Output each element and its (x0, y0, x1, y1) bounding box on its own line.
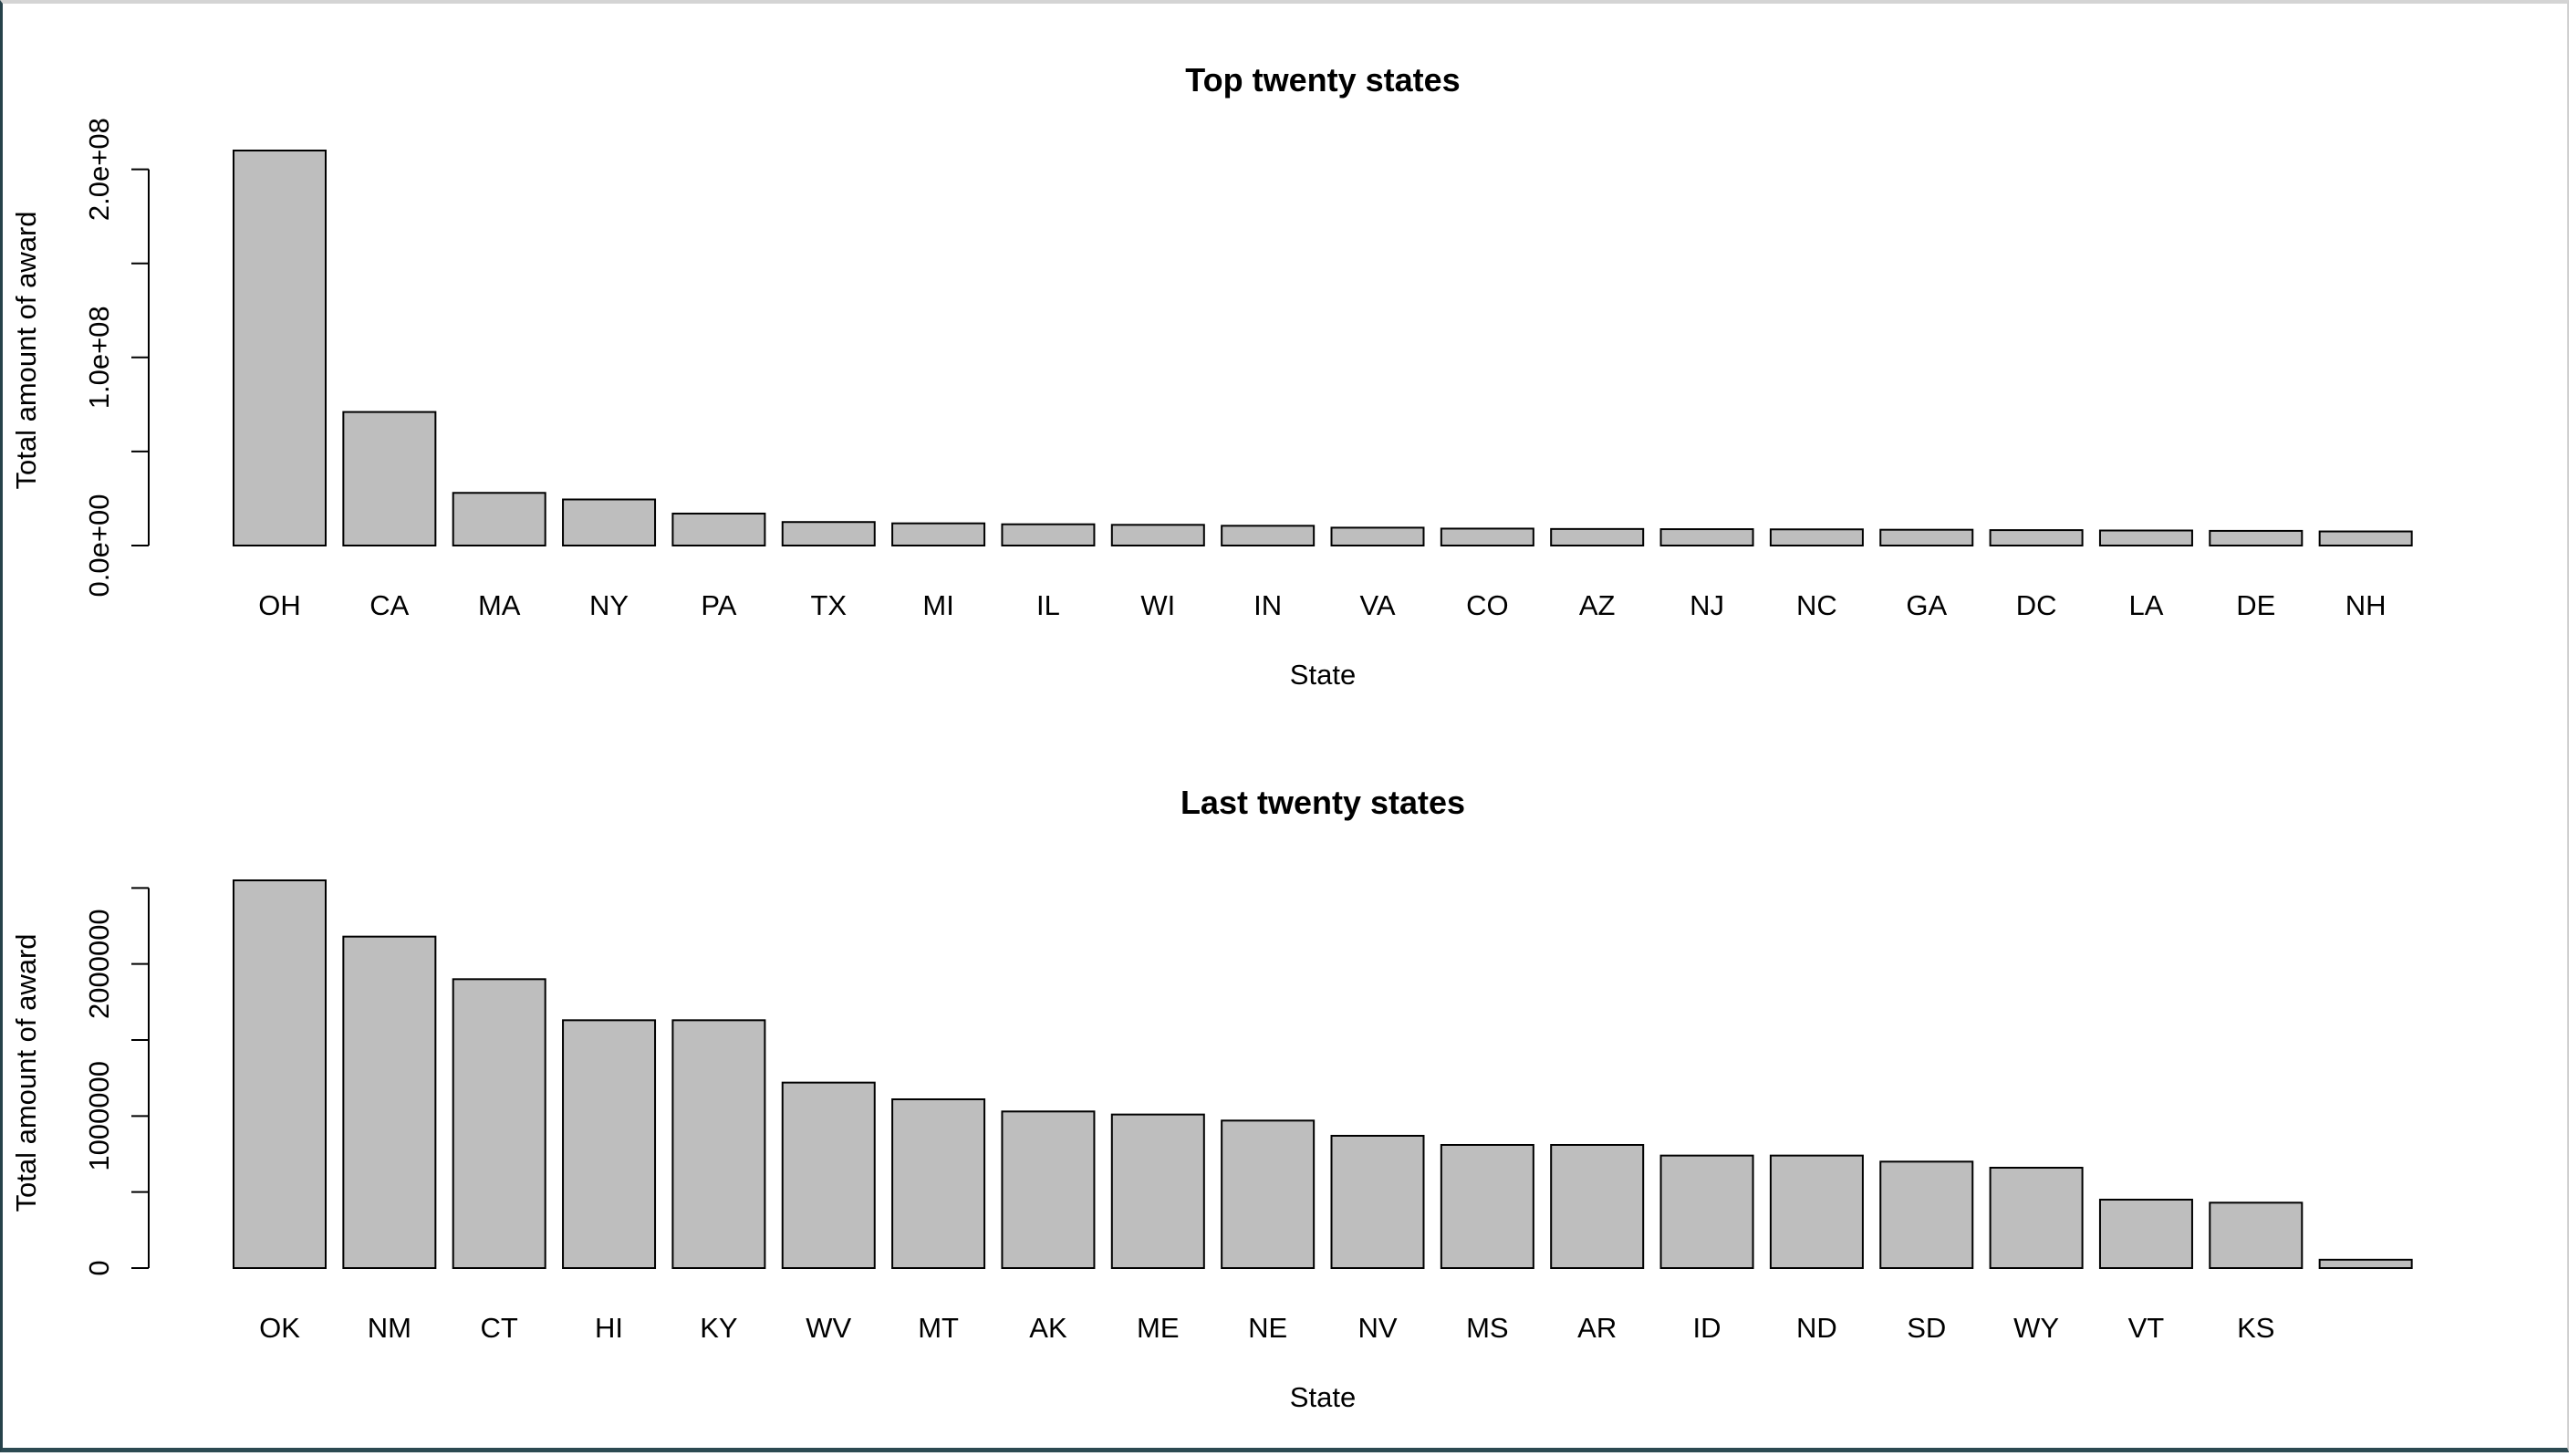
x-tick-label: IL (1036, 589, 1060, 621)
x-tick-label: TX (810, 589, 847, 621)
bar-az (1550, 527, 1645, 546)
x-tick-label: KS (2237, 1312, 2274, 1344)
bar-id (1659, 1154, 1754, 1269)
x-tick-label: VT (2128, 1312, 2165, 1344)
y-tick-label: 0 (83, 1260, 115, 1275)
last-twenty-chart: Last twenty states State Total amount of… (10, 784, 2413, 1413)
bar-mi (891, 522, 986, 546)
x-tick-label: ID (1693, 1312, 1721, 1344)
y-tick-label: 0.0e+00 (83, 494, 115, 598)
bar-ok (233, 879, 327, 1269)
bar-mt (891, 1098, 986, 1269)
x-tick-label: ND (1796, 1312, 1837, 1344)
y-tick-label: 2.0e+08 (83, 118, 115, 221)
bar-il (1001, 523, 1096, 547)
y-tick-label: 1.0e+08 (83, 306, 115, 409)
x-tick-label: AZ (1579, 589, 1616, 621)
bar-sd (1879, 1160, 1974, 1270)
x-tick-label: AR (1577, 1312, 1617, 1344)
bar-ne (1221, 1119, 1316, 1270)
x-tick-label: ME (1137, 1312, 1180, 1344)
bar-nh (2318, 530, 2413, 546)
x-axis-label: State (1290, 659, 1356, 691)
x-tick-label: MA (478, 589, 521, 621)
x-tick-label: CT (481, 1312, 518, 1344)
x-tick-label: OH (258, 589, 301, 621)
x-tick-label: NH (2345, 589, 2387, 621)
bar-ks (2209, 1201, 2304, 1270)
bar-va (1330, 526, 1425, 547)
bar-la (2098, 529, 2193, 546)
x-tick-label: PA (701, 589, 736, 621)
bar-pa (671, 512, 766, 547)
x-tick-label: CO (1466, 589, 1509, 621)
x-tick-label: SD (1907, 1312, 1946, 1344)
x-tick-label: NC (1796, 589, 1837, 621)
x-axis-label: State (1290, 1381, 1356, 1413)
x-tick-label: NE (1248, 1312, 1287, 1344)
top-twenty-chart: Top twenty states State Total amount of … (10, 61, 2413, 691)
bar-nv (1330, 1135, 1425, 1269)
x-tick-label: CA (369, 589, 409, 621)
bar-de (2209, 529, 2304, 546)
x-tick-label: KY (700, 1312, 737, 1344)
bar-ma (452, 492, 546, 546)
x-tick-label: WV (806, 1312, 851, 1344)
bar-item-20 (2318, 1258, 2413, 1270)
bar-wv (781, 1081, 876, 1269)
y-axis-label: Total amount of award (10, 933, 42, 1212)
bar-hi (562, 1019, 657, 1270)
y-tick-label: 2000000 (83, 909, 115, 1019)
y-tick-label: 1000000 (83, 1061, 115, 1171)
bar-ky (671, 1019, 766, 1270)
bar-dc (1989, 529, 2084, 547)
bar-co (1440, 527, 1534, 547)
bar-nc (1769, 528, 1864, 547)
bar-ct (452, 978, 546, 1270)
y-axis-label: Total amount of award (10, 211, 42, 489)
x-tick-label: VA (1359, 589, 1395, 621)
chart-title: Last twenty states (1180, 784, 1465, 821)
x-tick-label: NJ (1690, 589, 1724, 621)
x-tick-label: WI (1140, 589, 1175, 621)
bar-wi (1110, 524, 1205, 546)
x-tick-label: WY (2013, 1312, 2059, 1344)
x-tick-label: NM (368, 1312, 411, 1344)
x-tick-label: GA (1906, 589, 1947, 621)
x-tick-label: NY (589, 589, 629, 621)
bar-nm (342, 935, 437, 1270)
x-tick-label: DC (2016, 589, 2057, 621)
bar-me (1110, 1113, 1205, 1269)
x-tick-label: HI (595, 1312, 623, 1344)
bar-ny (562, 498, 657, 547)
bar-tx (781, 521, 876, 547)
x-tick-label: MT (918, 1312, 959, 1344)
chart-title: Top twenty states (1185, 61, 1460, 99)
x-tick-label: LA (2128, 589, 2163, 621)
bar-vt (2098, 1199, 2193, 1269)
bar-ga (1879, 528, 1974, 546)
bar-oh (233, 150, 327, 546)
bar-nj (1659, 528, 1754, 546)
bar-ar (1550, 1144, 1645, 1269)
bar-wy (1989, 1167, 2084, 1269)
bar-in (1221, 525, 1316, 546)
x-tick-label: IN (1253, 589, 1282, 621)
x-tick-label: AK (1029, 1312, 1067, 1344)
x-tick-label: MI (922, 589, 953, 621)
bar-nd (1769, 1154, 1864, 1269)
x-tick-label: MS (1466, 1312, 1509, 1344)
bar-ca (342, 411, 437, 546)
plot-canvas: Top twenty states State Total amount of … (10, 61, 2413, 1413)
bar-ms (1440, 1144, 1534, 1269)
bar-ak (1001, 1110, 1096, 1270)
x-tick-label: OK (259, 1312, 300, 1344)
x-tick-label: DE (2236, 589, 2275, 621)
x-tick-label: NV (1357, 1312, 1397, 1344)
